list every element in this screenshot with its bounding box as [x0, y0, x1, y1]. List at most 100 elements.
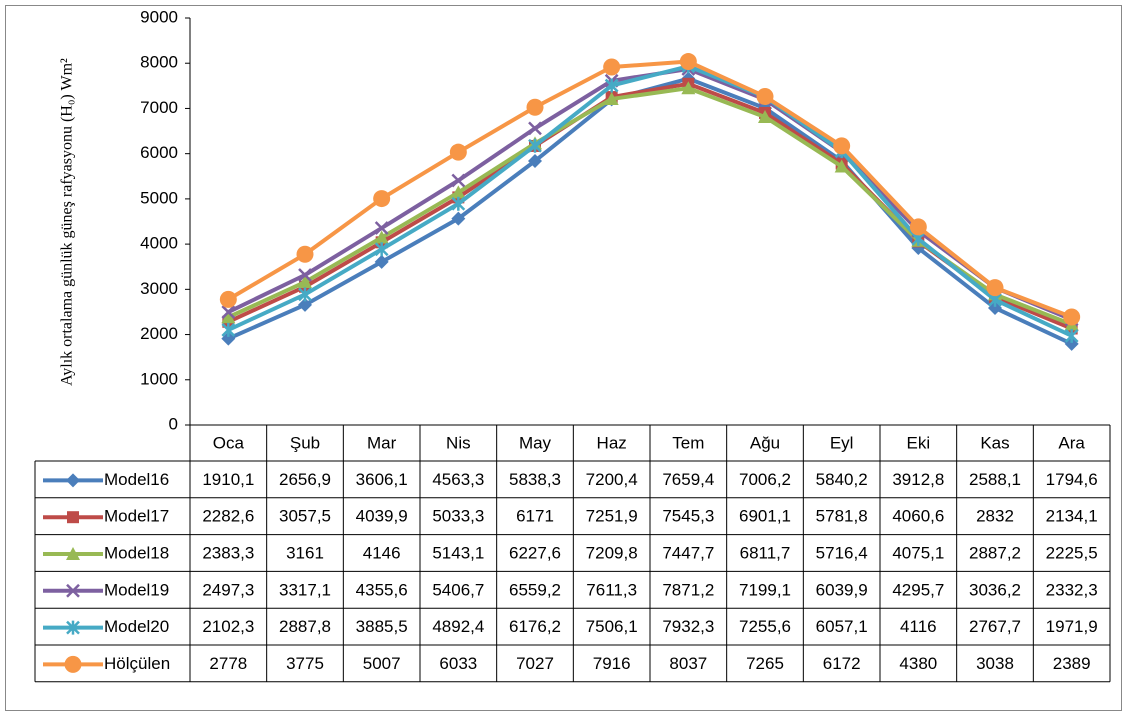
table-value: 2332,3: [1046, 580, 1098, 599]
data-point: [298, 297, 312, 312]
table-value: 2225,5: [1046, 543, 1098, 562]
table-value: 3057,5: [279, 507, 331, 526]
data-point: [451, 196, 466, 211]
line-series: [227, 81, 1073, 331]
data-point: [679, 53, 697, 71]
table-value: 6039,9: [816, 580, 868, 599]
data-point: [298, 275, 312, 289]
data-point: [374, 242, 389, 257]
data-point: [221, 305, 236, 319]
x-tick-label: Şub: [290, 433, 320, 452]
table-value: 3161: [286, 543, 324, 562]
line-series: [227, 67, 1073, 322]
data-point: [909, 218, 927, 236]
y-tick-label: 6000: [140, 143, 178, 162]
table-value: 6901,1: [739, 507, 791, 526]
table-value: 3775: [286, 654, 324, 673]
data-point: [449, 143, 467, 161]
data-point: [833, 137, 851, 155]
table-value: 2497,3: [202, 580, 254, 599]
legend-marker: [66, 583, 80, 598]
data-point: [221, 310, 236, 324]
table-value: 7255,6: [739, 617, 791, 636]
table-value: 4563,3: [432, 470, 484, 489]
legend-label: Model18: [104, 543, 169, 562]
table-value: 4295,7: [892, 580, 944, 599]
data-point: [528, 138, 542, 153]
table-value: 4892,4: [432, 617, 484, 636]
table-value: 5716,4: [816, 543, 868, 562]
data-point: [219, 290, 237, 308]
table-value: 4146: [363, 543, 401, 562]
table-value: 3317,1: [279, 580, 331, 599]
x-tick-label: Kas: [980, 433, 1009, 452]
table-value: 5007: [363, 654, 401, 673]
table-value: 2887,8: [279, 617, 331, 636]
data-point: [834, 159, 849, 173]
y-tick-label: 2000: [140, 324, 178, 343]
data-point: [603, 58, 621, 76]
table-value: 7916: [593, 654, 631, 673]
data-point: [374, 230, 389, 244]
x-tick-label: Ağu: [750, 433, 780, 452]
legend-marker: [67, 511, 79, 524]
table-value: 5838,3: [509, 470, 561, 489]
legend-marker: [66, 547, 80, 560]
y-tick-label: 7000: [140, 98, 178, 117]
table-value: 2832: [976, 507, 1014, 526]
table-value: 7006,2: [739, 470, 791, 489]
table-value: 6057,1: [816, 617, 868, 636]
table-value: 3885,5: [356, 617, 408, 636]
data-point: [756, 87, 774, 105]
table-value: 4380: [899, 654, 937, 673]
table-value: 6811,7: [740, 543, 791, 562]
y-tick-label: 9000: [140, 7, 178, 26]
table-value: 6559,2: [509, 580, 561, 599]
table-value: 5406,7: [432, 580, 484, 599]
y-tick-label: 4000: [140, 234, 178, 253]
table-value: 1910,1: [202, 470, 254, 489]
table-value: 5840,2: [816, 470, 868, 489]
x-tick-label: Haz: [597, 433, 627, 452]
data-point: [298, 287, 312, 302]
data-point: [298, 268, 312, 282]
line-series: [227, 64, 1073, 338]
x-tick-label: Oca: [213, 433, 245, 452]
table-value: 4075,1: [892, 543, 944, 562]
table-value: 7506,1: [586, 617, 638, 636]
data-point: [528, 153, 542, 168]
table-value: 1971,9: [1046, 617, 1098, 636]
legend-marker: [66, 473, 80, 488]
table-value: 2389: [1053, 654, 1091, 673]
y-tick-label: 8000: [140, 53, 178, 72]
data-point: [374, 221, 389, 235]
table-value: 7200,4: [586, 470, 638, 489]
y-tick-label: 3000: [140, 279, 178, 298]
table-value: 7265: [746, 654, 784, 673]
x-tick-label: Tem: [672, 433, 704, 452]
legend-label: Model20: [104, 617, 169, 636]
data-point: [1063, 308, 1081, 326]
data-point: [296, 245, 314, 263]
data-point: [451, 173, 466, 188]
data-point: [604, 91, 619, 105]
table-value: 5143,1: [432, 543, 484, 562]
data-point: [374, 254, 389, 269]
table-value: 5033,3: [432, 507, 484, 526]
table-value: 7545,3: [662, 507, 714, 526]
legend-marker: [64, 655, 82, 673]
table-value: 2134,1: [1046, 507, 1098, 526]
y-tick-label: 5000: [140, 188, 178, 207]
table-value: 1794,6: [1046, 470, 1098, 489]
table-value: 7871,2: [662, 580, 714, 599]
y-tick-label: 0: [169, 414, 178, 433]
table-value: 6172: [823, 654, 861, 673]
data-point: [221, 322, 236, 337]
table-value: 6176,2: [509, 617, 561, 636]
x-tick-label: Ara: [1058, 433, 1085, 452]
table-value: 7027: [516, 654, 554, 673]
table-value: 3912,8: [892, 470, 944, 489]
legend-label: Model17: [104, 507, 169, 526]
x-tick-label: Mar: [367, 433, 397, 452]
